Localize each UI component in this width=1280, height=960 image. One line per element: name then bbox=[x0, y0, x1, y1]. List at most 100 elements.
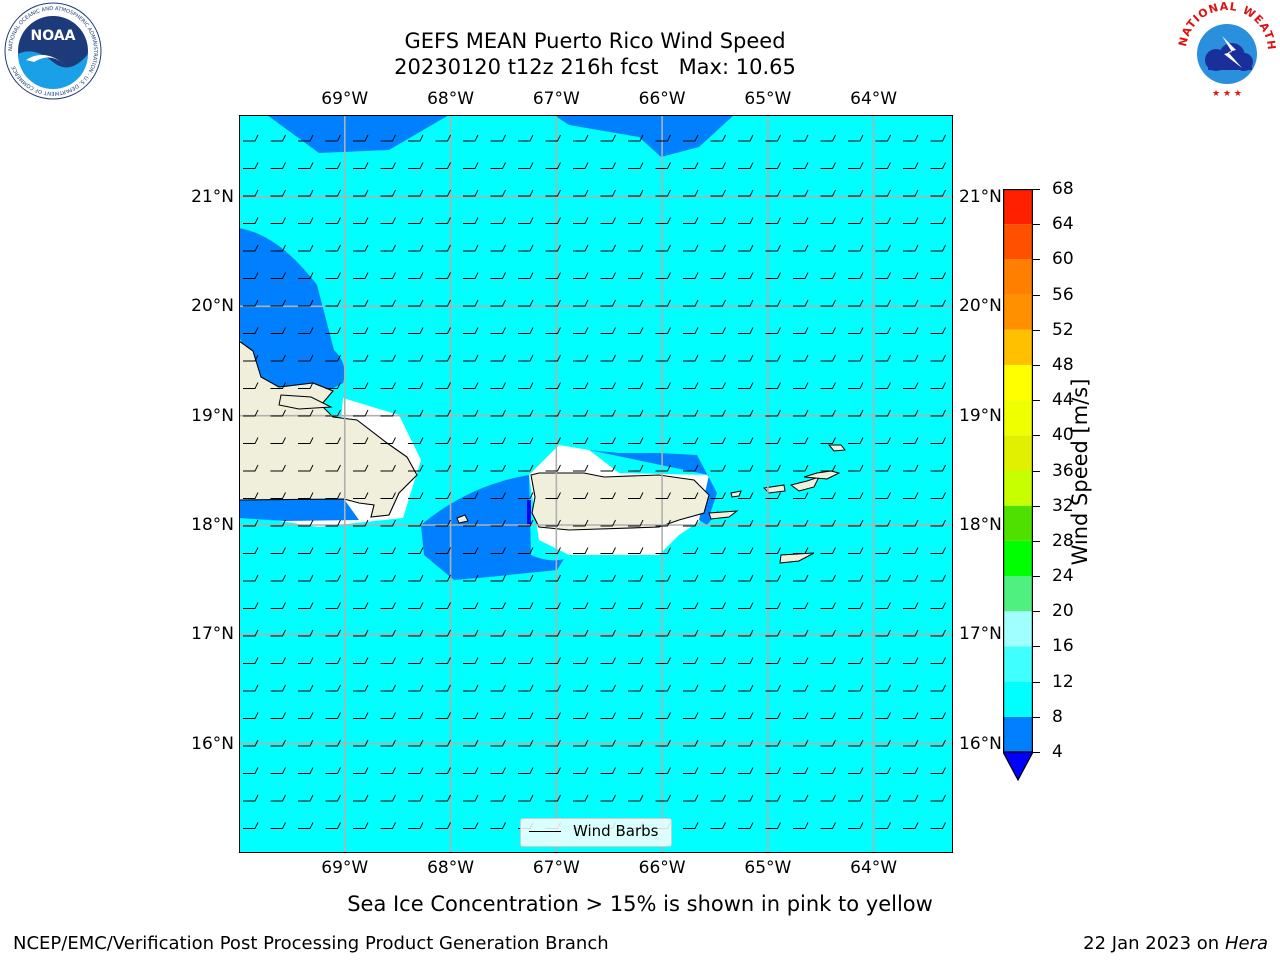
wind-barb bbox=[628, 162, 644, 169]
wind-barb bbox=[903, 822, 919, 829]
noaa-wordmark: NOAA bbox=[31, 28, 76, 44]
wind-barb bbox=[243, 382, 259, 389]
wind-barb bbox=[518, 244, 534, 252]
wind-barb bbox=[793, 574, 809, 582]
wind-barb bbox=[600, 629, 616, 637]
wind-barb bbox=[408, 354, 424, 362]
wind-barb bbox=[655, 134, 671, 142]
wind-barb bbox=[875, 519, 891, 527]
wind-barb bbox=[738, 162, 754, 169]
colorbar-tick-label: 4 bbox=[1052, 742, 1063, 762]
wind-band-mona bbox=[239, 499, 359, 521]
wind-barb bbox=[270, 547, 286, 554]
wind-barb bbox=[848, 519, 864, 527]
wind-barb bbox=[243, 409, 259, 417]
lat-label-left: 17°N bbox=[191, 624, 234, 645]
wind-barb bbox=[270, 629, 286, 637]
wind-barb bbox=[408, 684, 424, 692]
colorbar-tick-mark bbox=[1033, 505, 1040, 507]
wind-barb bbox=[353, 657, 369, 664]
colorbar-bin bbox=[1003, 716, 1033, 752]
wind-barb bbox=[380, 437, 396, 444]
wind-barb bbox=[848, 134, 864, 142]
colorbar-tick-mark bbox=[1033, 294, 1040, 296]
wind-barb bbox=[243, 189, 259, 197]
wind-barb bbox=[600, 162, 616, 169]
wind-barb bbox=[325, 822, 341, 829]
wind-barb bbox=[270, 244, 286, 252]
colorbar-tick-label: 48 bbox=[1052, 354, 1074, 375]
wind-barb bbox=[875, 354, 891, 362]
wind-barb bbox=[738, 739, 754, 747]
wind-barb bbox=[325, 574, 341, 582]
wind-barb bbox=[325, 382, 341, 389]
lon-label-bottom: 66°W bbox=[638, 858, 686, 878]
wind-barb bbox=[270, 794, 286, 802]
lat-label-right: 20°N bbox=[959, 296, 1002, 317]
wind-barb bbox=[930, 162, 946, 169]
wind-barb bbox=[408, 162, 424, 169]
wind-barb bbox=[820, 574, 836, 582]
wind-barb bbox=[518, 409, 534, 417]
wind-barb bbox=[353, 602, 369, 609]
wind-barb bbox=[463, 134, 479, 142]
wind-barb bbox=[683, 327, 699, 334]
tortola-island bbox=[803, 470, 841, 480]
wind-barb bbox=[710, 382, 726, 389]
wind-barb bbox=[820, 492, 836, 499]
wind-barb bbox=[738, 794, 754, 802]
wind-barb bbox=[848, 602, 864, 609]
wind-barb bbox=[793, 244, 809, 252]
wind-barb bbox=[270, 657, 286, 664]
wind-barb bbox=[298, 299, 314, 307]
wind-barb bbox=[710, 822, 726, 829]
wind-barb bbox=[683, 299, 699, 307]
wind-barb bbox=[930, 244, 946, 252]
wind-barb bbox=[655, 739, 671, 747]
wind-barb bbox=[518, 189, 534, 197]
wind-barb bbox=[545, 134, 561, 142]
wind-barb bbox=[270, 822, 286, 829]
wind-barb bbox=[820, 217, 836, 224]
wind-barb bbox=[628, 272, 644, 279]
wind-barb bbox=[875, 767, 891, 774]
wind-barb bbox=[793, 547, 809, 554]
wind-barb bbox=[683, 602, 699, 609]
colorbar-tick-label: 44 bbox=[1052, 390, 1074, 411]
colorbar-tick-label: 68 bbox=[1052, 179, 1074, 199]
wind-barb bbox=[655, 354, 671, 362]
wind-barb bbox=[298, 657, 314, 664]
wind-barb bbox=[710, 547, 726, 554]
wind-barb bbox=[243, 162, 259, 169]
wind-barb bbox=[270, 189, 286, 197]
wind-barb bbox=[435, 657, 451, 664]
wind-barb bbox=[683, 189, 699, 197]
colorbar-under-arrow bbox=[1003, 751, 1033, 781]
wind-barb bbox=[490, 602, 506, 609]
wind-barb bbox=[463, 822, 479, 829]
wind-barb bbox=[683, 272, 699, 279]
wind-barb bbox=[408, 299, 424, 307]
wind-barb bbox=[765, 409, 781, 417]
colorbar-tick-label: 8 bbox=[1052, 706, 1063, 727]
wind-barb bbox=[298, 629, 314, 637]
wind-barb bbox=[353, 162, 369, 169]
wind-barb bbox=[270, 464, 286, 472]
wind-barb bbox=[408, 712, 424, 719]
wind-barb bbox=[463, 189, 479, 197]
wind-barb bbox=[600, 327, 616, 334]
wind-barb bbox=[738, 822, 754, 829]
wind-barb bbox=[243, 492, 259, 499]
wind-barb bbox=[710, 739, 726, 747]
wind-barb bbox=[490, 382, 506, 389]
wind-barb bbox=[380, 602, 396, 609]
wind-barb bbox=[270, 354, 286, 362]
wind-barb bbox=[683, 712, 699, 719]
lon-label-top: 64°W bbox=[850, 89, 898, 109]
wind-barb bbox=[738, 492, 754, 499]
wind-barb bbox=[408, 602, 424, 609]
colorbar-tick-label: 16 bbox=[1052, 636, 1074, 657]
wind-barb bbox=[930, 409, 946, 417]
wind-band-north-east bbox=[554, 115, 734, 157]
map-frame[interactable] bbox=[239, 115, 953, 853]
